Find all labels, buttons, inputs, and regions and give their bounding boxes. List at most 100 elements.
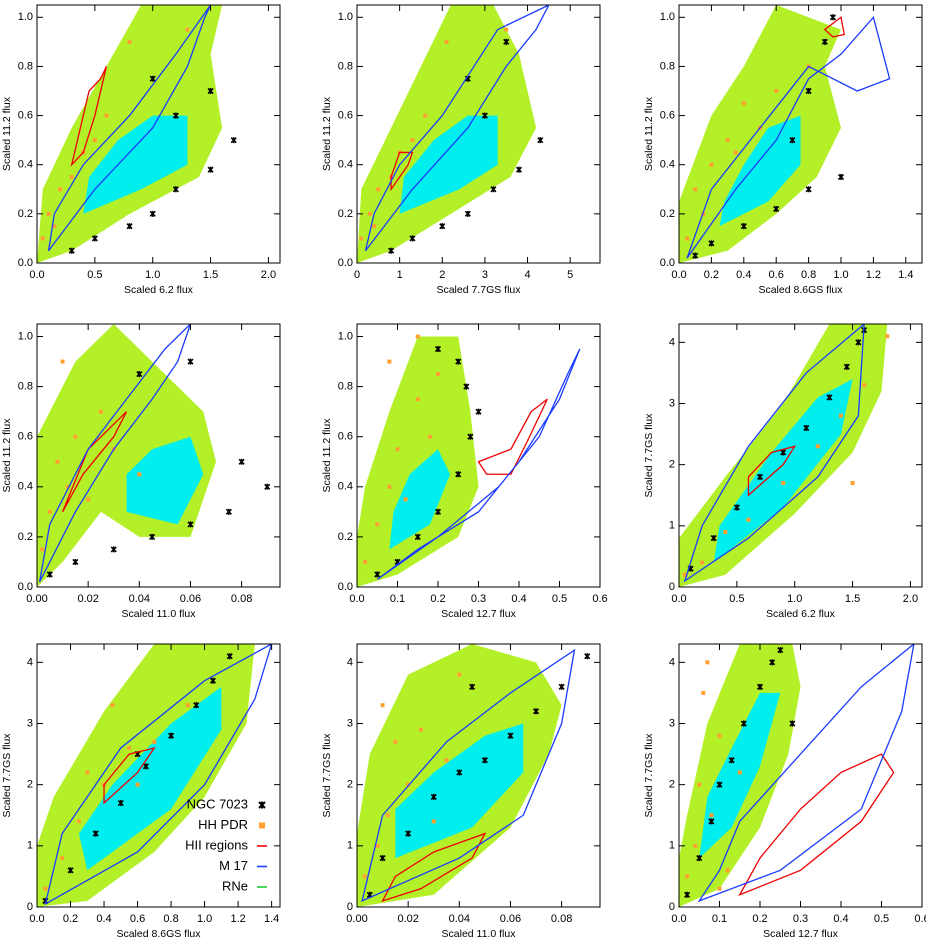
- density-region: [357, 336, 479, 587]
- point: [264, 483, 271, 490]
- point: [756, 683, 764, 690]
- y-tick-label: 1: [669, 840, 675, 852]
- point: [481, 757, 488, 764]
- point: [142, 763, 149, 770]
- contour: [70, 66, 108, 167]
- point: [387, 484, 392, 489]
- x-tick-label: 0.0: [671, 593, 686, 605]
- plot-area: [37, 644, 273, 907]
- point: [85, 770, 90, 775]
- x-tick-label: 0.5: [552, 593, 567, 605]
- y-axis-label: Scaled 11.2 flux: [321, 418, 333, 493]
- x-tick-label: 1.5: [845, 593, 860, 605]
- point: [436, 372, 440, 377]
- x-tick-label: 0.2: [430, 593, 445, 605]
- point: [457, 672, 462, 677]
- plot-area: [357, 644, 591, 907]
- legend-label: RNe: [222, 878, 248, 893]
- panel: 0.0 0.1 0.2 0.3 0.4 0.5 0.6 0.0 0.2 0.4 0.6 0.8 1.0 S…: [321, 323, 608, 620]
- y-tick-label: 3: [347, 717, 353, 729]
- plot-area: [679, 644, 915, 907]
- point: [135, 782, 140, 787]
- x-tick-label: 0.4: [833, 913, 848, 925]
- point: [431, 819, 436, 824]
- x-tick-label: 0.00: [346, 913, 367, 925]
- density-region: [395, 723, 524, 859]
- y-tick-label: 0.0: [338, 581, 353, 593]
- point: [225, 508, 232, 515]
- contour: [361, 648, 576, 903]
- y-axis-label: Scaled 7.7GS flux: [1, 733, 13, 818]
- point: [418, 727, 423, 732]
- x-axis-label: Scaled 6.2 flux: [766, 608, 836, 620]
- point: [692, 252, 699, 259]
- contour: [390, 151, 414, 192]
- point: [362, 874, 367, 879]
- y-tick-label: 1.0: [660, 11, 675, 23]
- point: [110, 546, 117, 553]
- point: [430, 793, 437, 800]
- y-axis-label: Scaled 7.7GS flux: [643, 733, 655, 818]
- plot-area: [679, 5, 891, 263]
- point: [444, 39, 449, 44]
- point: [388, 247, 395, 254]
- point: [733, 504, 740, 511]
- y-tick-label: 3: [27, 717, 33, 729]
- plot-area: [679, 324, 890, 587]
- y-tick-label: 0.8: [18, 60, 33, 72]
- point: [469, 683, 476, 690]
- y-tick-label: 2: [27, 779, 33, 791]
- y-tick-label: 0: [27, 901, 33, 913]
- point: [137, 472, 142, 477]
- point: [756, 473, 764, 480]
- point: [839, 413, 843, 418]
- y-tick-label: 0.6: [18, 109, 33, 121]
- plot-area: [37, 324, 271, 587]
- panel: 0.0 0.1 0.2 0.3 0.4 0.5 0.6 0 1 2 3 4 Scaled 12.7 fl…: [643, 643, 926, 939]
- point: [415, 334, 420, 339]
- y-tick-label: 4: [669, 336, 675, 348]
- point: [885, 334, 890, 339]
- x-tick-label: 0.0: [349, 593, 364, 605]
- x-tick-label: 0.6: [914, 913, 926, 925]
- point: [149, 210, 156, 217]
- point: [230, 137, 237, 144]
- y-tick-label: 2: [669, 779, 675, 791]
- point: [733, 150, 738, 155]
- legend-marker: [259, 822, 265, 829]
- point: [717, 886, 722, 891]
- point: [385, 813, 390, 818]
- y-tick-label: 1: [27, 840, 33, 852]
- point: [409, 235, 416, 242]
- y-tick-label: 0.0: [18, 581, 33, 593]
- point: [697, 782, 702, 787]
- point: [149, 75, 156, 82]
- x-axis-label: Scaled 6.2 flux: [124, 284, 194, 296]
- y-tick-label: 0.8: [660, 60, 675, 72]
- y-tick-label: 3: [669, 397, 675, 409]
- point: [73, 434, 78, 439]
- point: [723, 529, 728, 534]
- panel: 0.0 0.2 0.4 0.6 0.8 1.0 1.2 1.4 0 1 2 3 4 Scaled 8.6G…: [1, 643, 281, 939]
- x-tick-label: 1.4: [898, 269, 913, 281]
- y-tick-label: 0.4: [18, 159, 33, 171]
- y-tick-label: 0: [669, 581, 675, 593]
- y-tick-label: 2: [669, 459, 675, 471]
- point: [209, 677, 217, 684]
- y-tick-label: 0.6: [18, 431, 33, 443]
- contour: [103, 746, 156, 805]
- contour: [738, 753, 895, 897]
- point: [207, 87, 214, 95]
- density-region: [78, 686, 222, 871]
- point: [780, 449, 787, 456]
- x-tick-label: 1.4: [264, 913, 279, 925]
- point: [685, 236, 690, 241]
- point: [684, 891, 691, 898]
- point: [69, 175, 74, 179]
- point: [185, 703, 190, 708]
- point: [464, 210, 471, 217]
- point: [708, 818, 715, 825]
- point: [737, 770, 742, 775]
- point: [110, 703, 115, 708]
- point: [127, 745, 132, 750]
